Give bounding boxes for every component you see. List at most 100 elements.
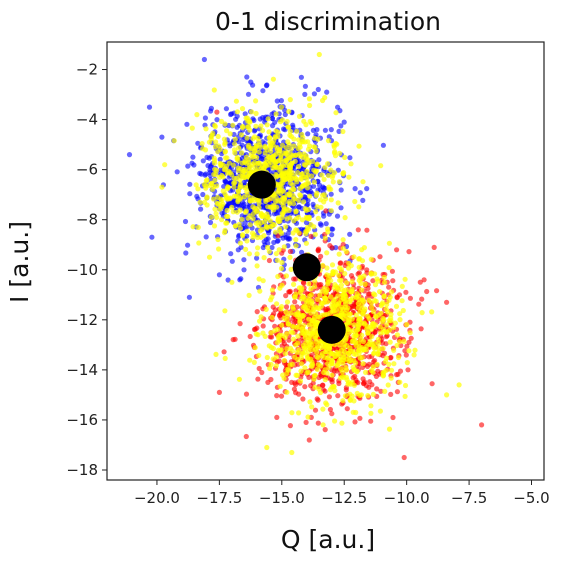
yellow-point bbox=[375, 340, 381, 346]
yellow-point bbox=[343, 280, 349, 286]
yellow-point bbox=[356, 264, 362, 270]
yellow-point bbox=[353, 333, 359, 339]
yellow-point bbox=[386, 265, 392, 271]
yellow-point bbox=[397, 379, 403, 385]
red-point bbox=[394, 389, 400, 395]
yellow-point bbox=[308, 302, 314, 308]
yellow-point bbox=[325, 361, 331, 367]
yellow-point bbox=[269, 195, 275, 201]
yellow-point bbox=[342, 271, 348, 277]
yellow-point bbox=[275, 334, 281, 340]
yellow-point bbox=[346, 174, 352, 180]
red-point bbox=[277, 353, 284, 359]
blue-point bbox=[191, 162, 197, 168]
yellow-point bbox=[244, 238, 250, 244]
yellow-point bbox=[219, 204, 225, 210]
yellow-point bbox=[236, 168, 242, 174]
yellow-point bbox=[302, 304, 308, 310]
red-point bbox=[278, 393, 285, 399]
yellow-point bbox=[401, 338, 407, 345]
chart-title: 0-1 discrimination bbox=[215, 7, 441, 36]
yellow-point bbox=[310, 347, 316, 353]
yellow-point bbox=[286, 198, 292, 205]
yellow-point bbox=[256, 352, 262, 358]
yellow-point bbox=[314, 204, 320, 210]
yellow-point bbox=[278, 104, 285, 110]
yellow-point bbox=[305, 139, 311, 145]
yellow-point bbox=[340, 237, 346, 243]
yellow-point bbox=[372, 344, 378, 350]
yellow-point bbox=[296, 311, 302, 318]
yellow-point bbox=[328, 197, 334, 203]
blue-point bbox=[126, 152, 133, 158]
blue-point bbox=[260, 88, 266, 94]
red-point bbox=[389, 268, 395, 274]
red-point bbox=[254, 309, 260, 315]
red-point bbox=[265, 379, 271, 385]
yellow-point bbox=[337, 265, 343, 271]
yellow-point bbox=[253, 220, 259, 226]
yellow-point bbox=[340, 398, 346, 404]
blue-point bbox=[195, 140, 201, 146]
yellow-point bbox=[343, 374, 349, 380]
red-point bbox=[337, 260, 343, 266]
yellow-point bbox=[213, 139, 219, 145]
red-point bbox=[308, 233, 314, 239]
yellow-point bbox=[384, 301, 390, 308]
yellow-point bbox=[318, 204, 324, 210]
blue-point bbox=[248, 79, 254, 85]
yellow-point bbox=[402, 382, 409, 389]
yellow-point bbox=[308, 339, 314, 345]
yellow-point bbox=[386, 426, 393, 432]
yellow-point bbox=[201, 199, 208, 205]
yellow-point bbox=[273, 128, 279, 134]
yellow-point bbox=[275, 273, 281, 280]
yellow-point bbox=[212, 206, 218, 212]
yellow-point bbox=[225, 214, 231, 220]
yellow-point bbox=[320, 406, 326, 412]
blue-point bbox=[260, 115, 266, 121]
yellow-point bbox=[227, 195, 233, 201]
red-point bbox=[287, 248, 293, 255]
yellow-point bbox=[211, 196, 217, 202]
yellow-point bbox=[258, 212, 264, 218]
yellow-point bbox=[260, 330, 266, 336]
yellow-point bbox=[340, 128, 346, 135]
yellow-point bbox=[237, 196, 243, 202]
yellow-point bbox=[232, 136, 238, 142]
yellow-point bbox=[296, 347, 302, 353]
blue-point bbox=[245, 91, 252, 97]
yellow-point bbox=[277, 168, 283, 174]
yellow-point bbox=[353, 351, 359, 358]
yellow-point bbox=[255, 160, 262, 166]
yellow-point bbox=[273, 151, 279, 157]
yellow-point bbox=[254, 263, 260, 269]
yellow-point bbox=[375, 336, 381, 342]
yellow-point bbox=[273, 134, 279, 140]
yellow-point bbox=[203, 126, 209, 132]
yellow-point bbox=[335, 285, 341, 291]
yellow-point bbox=[365, 393, 371, 399]
y-tick-label: −2 bbox=[76, 61, 98, 79]
yellow-point bbox=[322, 349, 329, 355]
red-point bbox=[286, 337, 292, 343]
yellow-point bbox=[309, 359, 315, 365]
yellow-point bbox=[313, 310, 319, 317]
yellow-point bbox=[234, 109, 240, 115]
yellow-point bbox=[364, 326, 370, 332]
blue-point bbox=[186, 294, 192, 300]
blue-point bbox=[299, 249, 305, 255]
yellow-point bbox=[310, 158, 316, 164]
red-point bbox=[407, 295, 413, 301]
yellow-point bbox=[162, 162, 168, 168]
yellow-point bbox=[252, 206, 258, 212]
yellow-point bbox=[305, 226, 312, 232]
yellow-point bbox=[388, 367, 395, 373]
yellow-point bbox=[338, 357, 344, 363]
yellow-point bbox=[291, 281, 297, 287]
yellow-point bbox=[282, 350, 289, 357]
yellow-point bbox=[324, 370, 330, 376]
yellow-point bbox=[336, 251, 342, 257]
blue-point bbox=[329, 232, 335, 238]
blue-point bbox=[380, 142, 386, 148]
